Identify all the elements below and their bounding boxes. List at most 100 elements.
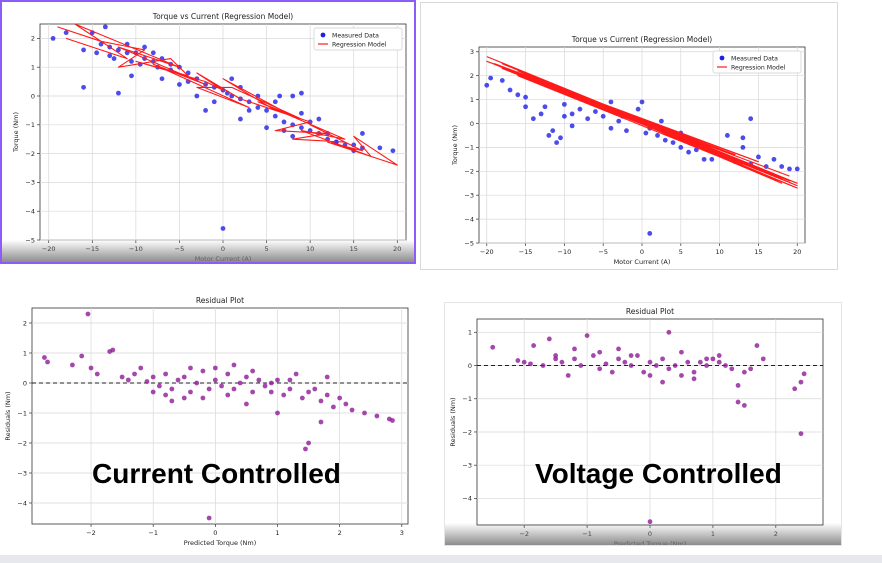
data-point [561, 101, 567, 107]
data-point [318, 398, 324, 404]
data-point [116, 90, 121, 96]
data-point [584, 333, 590, 339]
data-point [760, 356, 766, 362]
data-point [81, 47, 86, 53]
y-tick-label: −3 [25, 179, 35, 187]
data-point [798, 379, 804, 385]
data-point [748, 116, 754, 122]
y-axis-label: Torque (Nm) [12, 112, 20, 153]
data-point [641, 369, 647, 375]
data-point [150, 50, 156, 56]
y-tick-label: −1 [462, 395, 472, 403]
data-point [616, 346, 621, 352]
data-point [203, 108, 208, 113]
data-point [779, 164, 785, 169]
data-point [188, 389, 193, 395]
legend-box [313, 27, 403, 51]
data-point [81, 84, 86, 90]
data-point [98, 41, 104, 47]
data-point [85, 311, 91, 317]
data-point [608, 99, 614, 105]
data-point [666, 366, 672, 372]
data-point [110, 347, 116, 353]
panel-shade [445, 523, 841, 545]
data-point [94, 371, 100, 377]
y-tick-label: −2 [17, 439, 27, 447]
y-tick-label: 2 [470, 72, 474, 80]
x-tick-label: −1 [148, 529, 158, 537]
data-point [69, 362, 75, 368]
data-point [716, 359, 722, 365]
data-point [264, 108, 269, 113]
data-point [360, 131, 365, 136]
y-tick-label: −2 [25, 150, 35, 158]
data-point [647, 359, 653, 365]
data-point [255, 105, 261, 110]
y-tick-label: −3 [17, 469, 27, 477]
data-point [362, 410, 367, 416]
data-point [238, 116, 243, 122]
data-point [212, 377, 218, 383]
data-layer [484, 56, 800, 236]
data-point [220, 226, 226, 231]
legend-label-regression: Regression Model [731, 64, 786, 71]
data-point [303, 446, 308, 452]
data-point [710, 356, 716, 362]
chart-title: Torque vs Current (Regression Model) [571, 35, 712, 44]
data-point [299, 125, 304, 131]
data-point [107, 53, 113, 59]
data-point [499, 78, 505, 83]
data-point [771, 156, 777, 162]
data-point [608, 125, 614, 131]
data-point [647, 519, 653, 525]
data-point [577, 106, 583, 112]
data-point [603, 361, 609, 367]
data-point [616, 118, 622, 124]
data-point [272, 113, 278, 119]
legend-marker-measured [320, 32, 326, 38]
data-point [157, 383, 162, 389]
data-point [787, 166, 792, 172]
data-point [709, 156, 715, 162]
data-point [194, 380, 200, 386]
data-point [723, 363, 728, 368]
y-tick-label: −1 [464, 144, 474, 152]
data-point [639, 99, 645, 105]
regression-line [486, 56, 798, 189]
data-point [349, 407, 355, 413]
data-layer [477, 329, 823, 525]
data-point [42, 355, 47, 360]
data-point [558, 135, 563, 141]
data-point [515, 358, 521, 363]
data-point [290, 133, 296, 139]
y-tick-label: −3 [464, 191, 474, 199]
data-point [237, 380, 243, 386]
data-point [748, 366, 754, 372]
data-point [546, 336, 552, 342]
data-point [306, 389, 311, 395]
data-point [624, 128, 629, 134]
data-point [484, 82, 490, 88]
x-tick-label: 3 [400, 529, 404, 537]
data-point [701, 156, 707, 162]
data-point [741, 402, 747, 408]
chart-title: Residual Plot [196, 296, 244, 305]
legend-label-measured: Measured Data [332, 32, 379, 39]
data-point [616, 356, 621, 362]
data-point [542, 104, 548, 110]
data-point [374, 413, 380, 419]
data-point [299, 395, 305, 401]
data-point [561, 113, 567, 119]
data-point [132, 371, 137, 377]
data-point [628, 363, 634, 368]
data-point [679, 349, 684, 355]
y-axis-label: Residuals (Nm) [449, 397, 457, 446]
data-point [50, 36, 56, 41]
voltage-controlled-label: Voltage Controlled [535, 458, 782, 489]
data-point [565, 373, 571, 378]
data-point [635, 106, 641, 112]
data-point [693, 147, 699, 153]
current-controlled-label: Current Controlled [92, 458, 341, 489]
data-point [655, 133, 660, 138]
x-tick-label: −5 [598, 248, 608, 256]
